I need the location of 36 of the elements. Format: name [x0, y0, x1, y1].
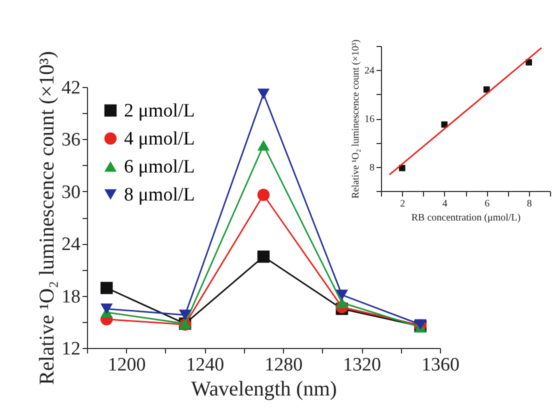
legend-label: 4 μmol/L [124, 128, 195, 150]
point [336, 290, 348, 300]
y-tick-label: 30 [62, 182, 80, 203]
x-tick-label: 1200 [108, 354, 146, 376]
point [100, 304, 113, 314]
legend-label: 6 μmol/L [124, 156, 195, 178]
y-axis-title: Relative ¹O₂ luminescence count (×10³) [34, 51, 58, 385]
point [257, 88, 270, 100]
y-tick-label: 18 [62, 286, 80, 308]
point [257, 140, 270, 151]
legend-label: 2 μmol/L [124, 100, 195, 122]
x-tick-label: 8 [526, 198, 532, 210]
point [336, 297, 348, 308]
point [257, 188, 270, 201]
y-tick-label: 24 [62, 234, 81, 256]
point [257, 250, 270, 263]
y-tick-label: 12 [62, 338, 80, 360]
x-axis-title: Wavelength (nm) [191, 376, 337, 400]
y-tick-label: 16 [364, 114, 374, 125]
point [100, 282, 113, 294]
y-axis-title: Relative ¹O₂ luminescence count (×10³) [350, 40, 362, 198]
y-tick-label: 8 [370, 162, 374, 174]
point [441, 121, 448, 128]
x-tick-label: 4 [442, 198, 448, 210]
y-tick-label: 42 [62, 78, 80, 98]
x-axis-title: RB concentration (μmol/L) [411, 212, 521, 224]
point [178, 310, 192, 320]
x-tick-label: 2 [400, 198, 406, 210]
legend-label: 8 μmol/L [124, 184, 195, 206]
x-tick-label: 1320 [343, 354, 382, 376]
x-tick-label: 6 [484, 198, 490, 210]
x-tick-label: 1360 [422, 354, 460, 376]
y-tick-label: 24 [364, 66, 374, 77]
x-tick-label: 1240 [186, 354, 224, 376]
x-tick-label: 1280 [264, 354, 303, 376]
y-tick-label: 36 [62, 130, 80, 151]
